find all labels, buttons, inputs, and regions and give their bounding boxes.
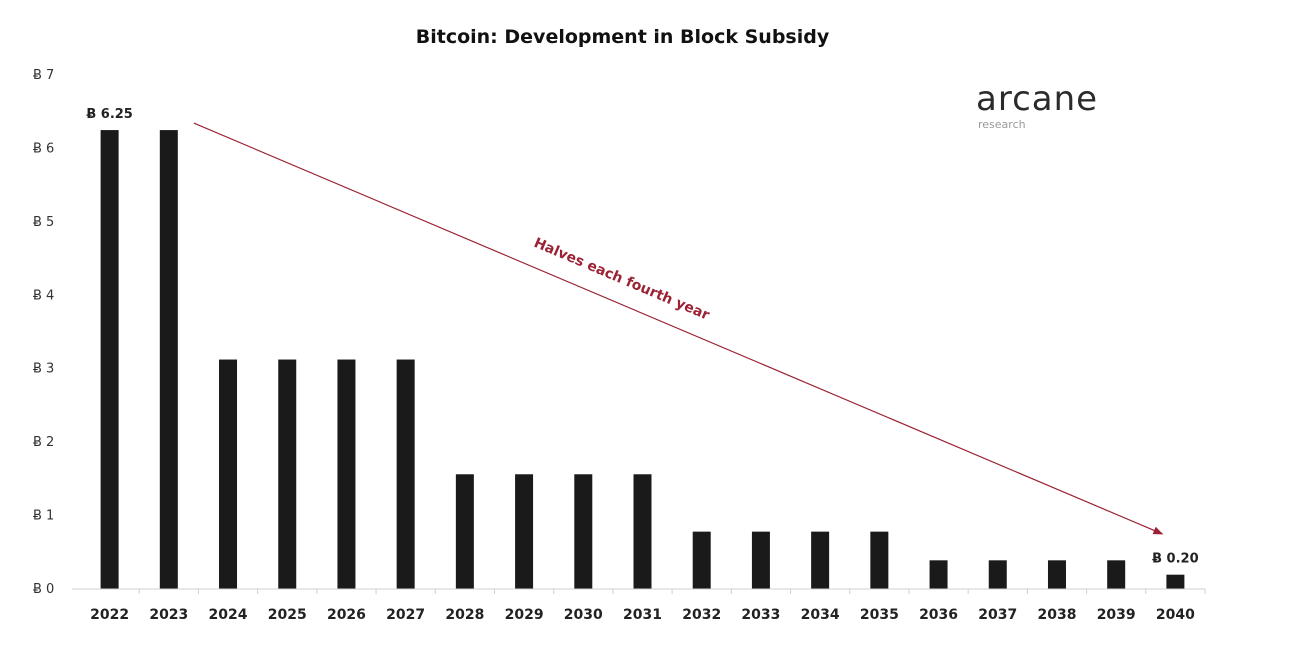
x-tick-label: 2022 — [90, 607, 129, 623]
x-tick-label: 2023 — [149, 607, 188, 623]
y-tick-label: Ƀ 0 — [33, 582, 54, 597]
y-tick-label: Ƀ 4 — [33, 288, 54, 303]
x-tick-label: 2033 — [741, 607, 780, 623]
bar-2036 — [929, 560, 948, 589]
bar-2038 — [1047, 560, 1066, 589]
brand-name: arcane — [976, 79, 1099, 119]
x-tick-label: 2026 — [327, 607, 366, 623]
x-tick-label: 2039 — [1097, 607, 1136, 623]
y-tick-label: Ƀ 1 — [33, 509, 54, 524]
bar-2032 — [692, 531, 711, 589]
x-tick-label: 2038 — [1037, 607, 1076, 623]
x-tick-label: 2027 — [386, 607, 425, 623]
y-tick-label: Ƀ 6 — [33, 141, 54, 156]
bars — [100, 130, 1185, 590]
x-tick-label: 2040 — [1156, 607, 1195, 623]
y-axis: Ƀ 0 Ƀ 1 Ƀ 2 Ƀ 3 Ƀ 4 Ƀ 5 Ƀ 6 Ƀ 7 — [33, 68, 54, 597]
bar-2025 — [278, 359, 297, 589]
bar-2022 — [100, 130, 119, 590]
x-tick-label: 2035 — [860, 607, 899, 623]
x-axis: 2022 2023 2024 2025 2026 2027 2028 2029 2030 2031… — [90, 589, 1206, 623]
bar-2033 — [751, 531, 770, 589]
brand-tagline: research — [978, 118, 1026, 131]
bar-2035 — [870, 531, 889, 589]
bar-2040 — [1166, 574, 1185, 589]
bar-2027 — [396, 359, 415, 589]
x-tick-label: 2031 — [623, 607, 662, 623]
bar-2030 — [574, 474, 593, 589]
bar-2024 — [219, 359, 238, 589]
bar-2026 — [337, 359, 356, 589]
x-tick-label: 2029 — [505, 607, 544, 623]
data-label-2040: Ƀ 0.20 — [1152, 552, 1199, 567]
x-tick-label: 2032 — [682, 607, 721, 623]
x-tick-label: 2037 — [978, 607, 1017, 623]
x-tick-label: 2036 — [919, 607, 958, 623]
y-tick-label: Ƀ 3 — [33, 362, 54, 377]
bar-2039 — [1107, 560, 1126, 589]
bar-2023 — [159, 130, 178, 590]
bar-2029 — [515, 474, 534, 589]
chart-title: Bitcoin: Development in Block Subsidy — [415, 26, 830, 48]
x-tick-label: 2034 — [801, 607, 840, 623]
bar-2037 — [988, 560, 1007, 589]
y-tick-label: Ƀ 7 — [33, 68, 54, 83]
y-tick-label: Ƀ 2 — [33, 435, 54, 450]
bar-2034 — [811, 531, 830, 589]
trend-annotation-label: Halves each fourth year — [531, 235, 711, 324]
data-labels: Ƀ 6.25 Ƀ 0.20 — [86, 107, 1198, 567]
bar-2028 — [455, 474, 474, 589]
bar-2031 — [633, 474, 652, 589]
x-tick-label: 2024 — [209, 607, 248, 623]
x-tick-label: 2030 — [564, 607, 603, 623]
brand-logo: arcane research — [976, 82, 1098, 131]
trend-arrow — [193, 122, 1164, 535]
x-tick-label: 2028 — [445, 607, 484, 623]
x-tick-label: 2025 — [268, 607, 307, 623]
y-tick-label: Ƀ 5 — [33, 215, 54, 230]
data-label-2022: Ƀ 6.25 — [86, 107, 133, 122]
